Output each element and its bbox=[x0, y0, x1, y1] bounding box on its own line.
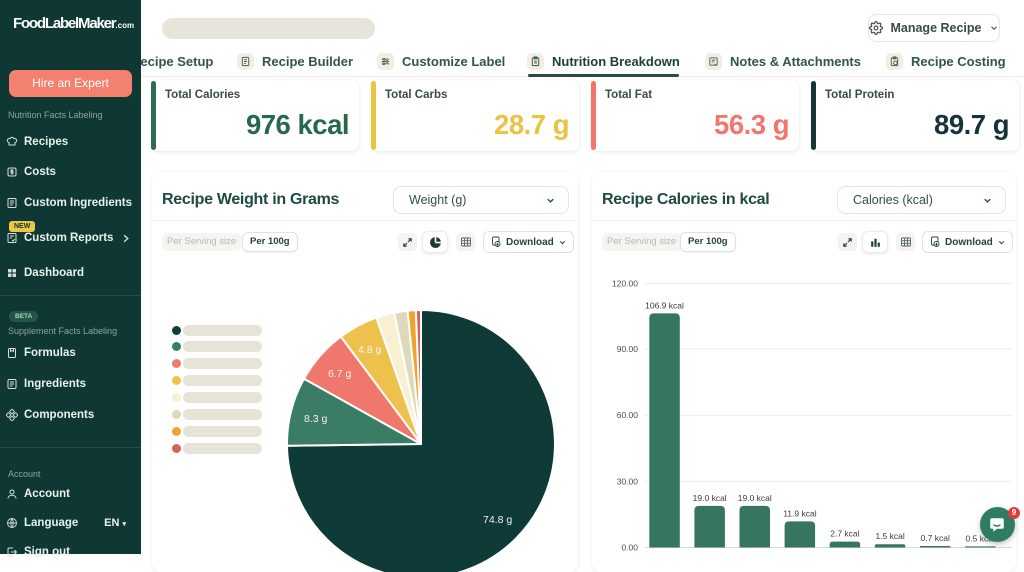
svg-text:19.0 kcal: 19.0 kcal bbox=[738, 493, 772, 503]
svg-text:2.7 kcal: 2.7 kcal bbox=[830, 529, 859, 539]
svg-text:4.8 g: 4.8 g bbox=[358, 344, 382, 356]
svg-text:6.7 g: 6.7 g bbox=[328, 368, 352, 380]
svg-text:19.0 kcal: 19.0 kcal bbox=[693, 493, 727, 503]
svg-text:90.00: 90.00 bbox=[617, 344, 639, 354]
svg-text:0.00: 0.00 bbox=[621, 543, 638, 553]
svg-text:0.5 kcal: 0.5 kcal bbox=[966, 533, 995, 543]
svg-text:106.9 kcal: 106.9 kcal bbox=[645, 300, 684, 310]
svg-text:30.00: 30.00 bbox=[617, 476, 639, 486]
svg-text:8.3 g: 8.3 g bbox=[304, 413, 328, 425]
svg-text:120.00: 120.00 bbox=[612, 278, 638, 288]
svg-text:0.7 kcal: 0.7 kcal bbox=[921, 533, 950, 543]
svg-text:1.5 kcal: 1.5 kcal bbox=[875, 531, 904, 541]
svg-text:11.9 kcal: 11.9 kcal bbox=[783, 508, 817, 518]
svg-text:60.00: 60.00 bbox=[617, 410, 639, 420]
svg-text:74.8 g: 74.8 g bbox=[483, 514, 512, 526]
